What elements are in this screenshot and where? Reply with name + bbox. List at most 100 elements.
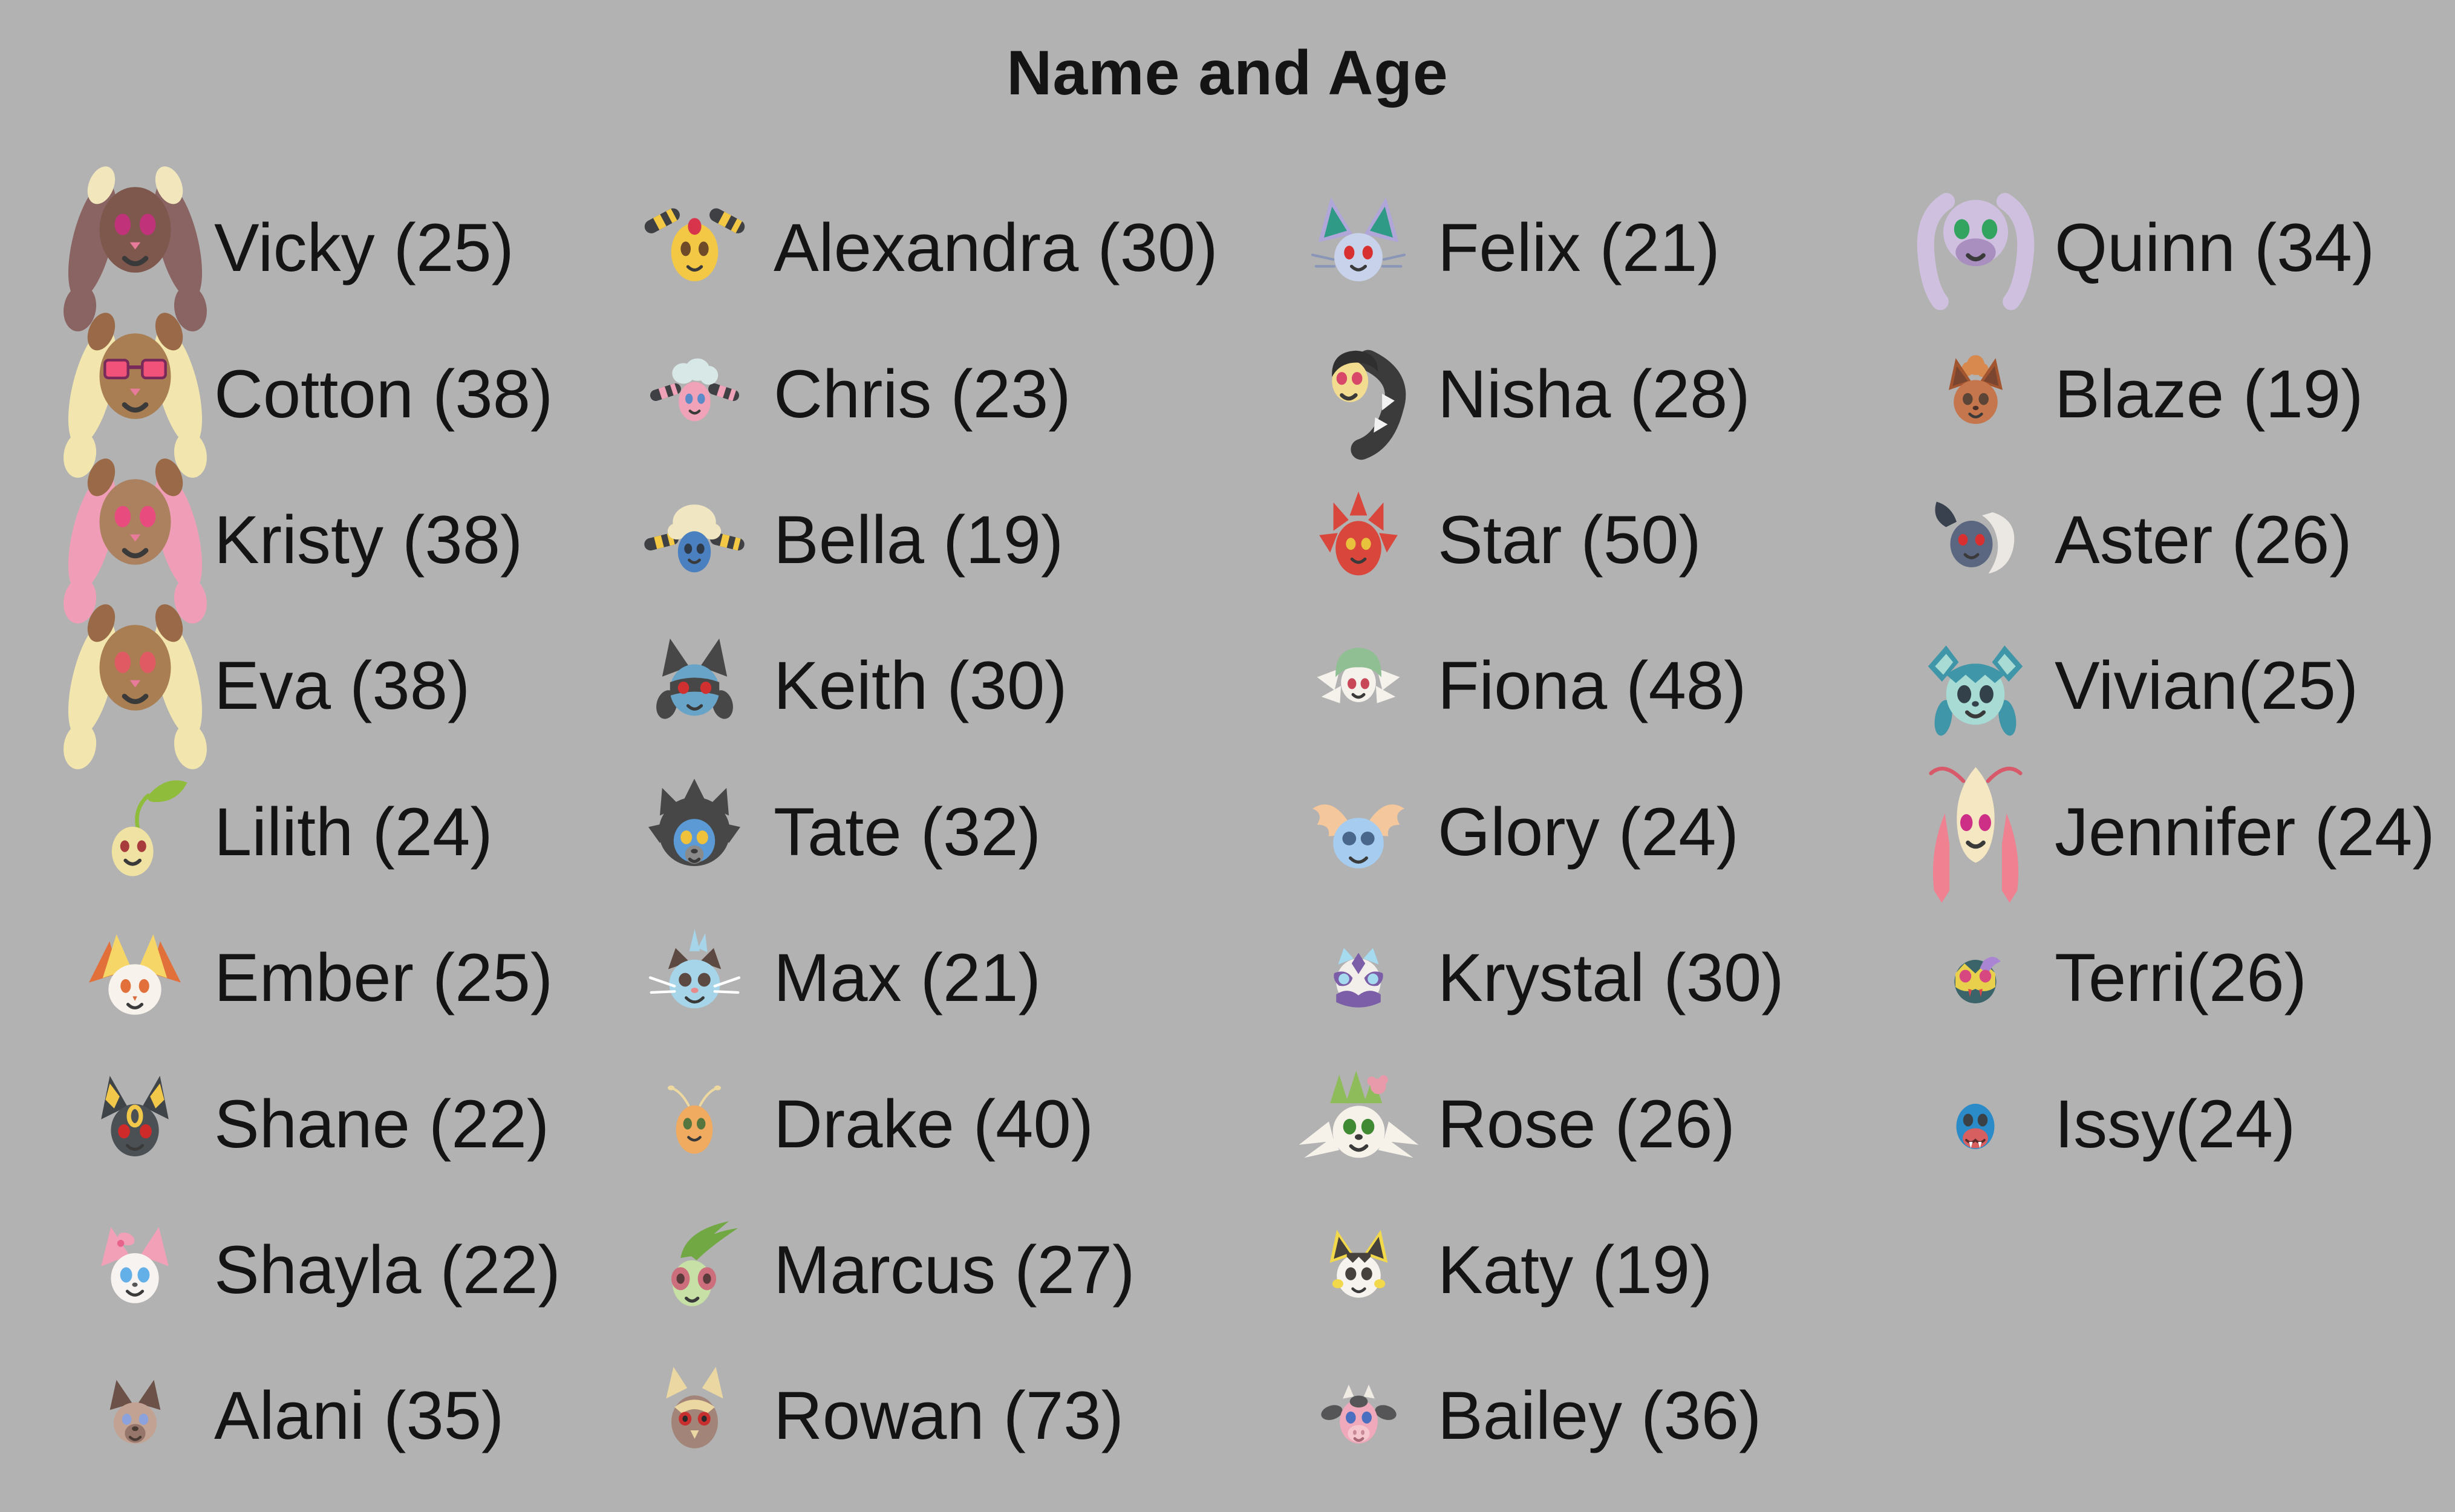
list-item: Max (21)	[631, 905, 1284, 1051]
list-item: Bella (19)	[631, 467, 1284, 613]
sprout-icon	[71, 767, 198, 897]
wingface-icon	[1295, 774, 1422, 889]
person-label: Rose (26)	[1438, 1086, 1735, 1162]
person-label: Eva (38)	[214, 648, 471, 724]
list-item: Rose (26)	[1295, 1051, 1948, 1196]
person-label: Katy (19)	[1438, 1231, 1713, 1308]
fennekin-icon	[71, 921, 198, 1035]
list-item: Alani (35)	[71, 1343, 725, 1488]
person-label: Fiona (48)	[1438, 648, 1747, 724]
person-label: Shane (22)	[214, 1086, 550, 1162]
list-item: Marcus (27)	[631, 1197, 1284, 1343]
bluecat-icon	[631, 925, 758, 1031]
list-item: Rowan (73)	[631, 1343, 1284, 1488]
list-item: Katy (19)	[1295, 1197, 1948, 1343]
lopunny-icon	[63, 596, 207, 775]
vulpix-icon	[1912, 344, 2039, 444]
list-item: Kristy (38)	[63, 458, 725, 624]
luxray-icon	[631, 774, 758, 889]
nidoran-icon	[1295, 191, 1422, 305]
people-column: Alexandra (30) Chris (23) Bella (19) Keith …	[631, 175, 1284, 1489]
noctowl-icon	[631, 1363, 758, 1468]
flygon-icon	[631, 1212, 758, 1327]
list-item: Cotton (38)	[63, 312, 725, 478]
maskface-icon	[1912, 933, 2039, 1023]
list-item: Vivian(25)	[1912, 613, 2455, 758]
list-item: Aster (26)	[1912, 467, 2455, 613]
people-column: Felix (21) Nisha (28) Star (50) Fiona (48) G…	[1295, 175, 1948, 1489]
sylveon-icon	[71, 1215, 198, 1324]
person-label: Chris (23)	[774, 356, 1071, 432]
person-label: Ember (25)	[214, 940, 553, 1016]
person-label: Glory (24)	[1438, 793, 1739, 870]
list-item: Chris (23)	[631, 321, 1284, 466]
people-column: Vicky (25) Cotton (38) Kristy (38) Eva (38)…	[63, 166, 725, 1489]
person-label: Alani (35)	[214, 1378, 504, 1454]
person-label: Star (50)	[1438, 501, 1701, 578]
person-label: Aster (26)	[2055, 501, 2352, 578]
person-label: Jennifer (24)	[2055, 793, 2435, 870]
list-item: Vicky (25)	[63, 166, 725, 332]
person-label: Krystal (30)	[1438, 940, 1784, 1016]
list-item: Shayla (22)	[71, 1197, 725, 1343]
list-item: Tate (32)	[631, 759, 1284, 905]
list-item: Ember (25)	[71, 905, 725, 1051]
goodra-icon	[1912, 171, 2039, 325]
person-label: Vicky (25)	[214, 210, 514, 286]
list-item: Quinn (34)	[1912, 175, 2455, 321]
person-label: Felix (21)	[1438, 210, 1720, 286]
list-item: Blaze (19)	[1912, 321, 2455, 466]
person-label: Keith (30)	[774, 648, 1068, 724]
lopunny-icon	[63, 158, 207, 337]
person-label: Issy(24)	[2055, 1086, 2296, 1162]
list-item: Fiona (48)	[1295, 613, 1948, 758]
list-item: Alexandra (30)	[631, 175, 1284, 321]
seviper-icon	[1295, 324, 1422, 463]
list-item: Lilith (24)	[71, 759, 725, 905]
milotic-icon	[1912, 755, 2039, 909]
list-item: Terri(26)	[1912, 905, 2455, 1051]
flaaffy-icon	[631, 347, 758, 441]
page-title: Name and Age	[1006, 38, 1449, 108]
glaceon-icon	[1912, 616, 2039, 755]
lopunny-icon	[63, 451, 207, 629]
person-label: Tate (32)	[774, 793, 1041, 870]
gardevoir-icon	[1295, 631, 1422, 740]
list-item: Shane (22)	[71, 1051, 725, 1196]
umbreon-icon	[71, 1069, 198, 1178]
shaymin-icon	[1295, 1059, 1422, 1189]
person-label: Kristy (38)	[214, 501, 523, 578]
list-item: Issy(24)	[1912, 1051, 2455, 1196]
list-item: Drake (40)	[631, 1051, 1284, 1196]
people-column: Quinn (34) Blaze (19) Aster (26) Vivian(25)…	[1912, 175, 2455, 1197]
person-label: Rowan (73)	[774, 1378, 1124, 1454]
mareep-icon	[631, 488, 758, 591]
list-item: Krystal (30)	[1295, 905, 1948, 1051]
list-item: Keith (30)	[631, 613, 1284, 758]
person-label: Drake (40)	[774, 1086, 1094, 1162]
emolga-icon	[1295, 1220, 1422, 1320]
froslass-icon	[1295, 930, 1422, 1026]
list-item: Nisha (28)	[1295, 321, 1948, 466]
person-label: Marcus (27)	[774, 1231, 1135, 1308]
list-item: Bailey (36)	[1295, 1343, 1948, 1488]
drake-icon	[631, 1075, 758, 1172]
list-item: Glory (24)	[1295, 759, 1948, 905]
person-label: Bella (19)	[774, 501, 1064, 578]
person-label: Quinn (34)	[2055, 210, 2375, 286]
ampharos-icon	[631, 192, 758, 304]
person-label: Shayla (22)	[214, 1231, 561, 1308]
person-label: Bailey (36)	[1438, 1378, 1762, 1454]
list-item: Jennifer (24)	[1912, 759, 2455, 905]
person-label: Nisha (28)	[1438, 356, 1750, 432]
absol-icon	[1912, 487, 2039, 593]
list-item: Felix (21)	[1295, 175, 1948, 321]
flame-icon	[1295, 485, 1422, 594]
person-label: Cotton (38)	[214, 356, 553, 432]
rockruff-icon	[71, 1369, 198, 1462]
person-label: Alexandra (30)	[774, 210, 1218, 286]
person-label: Lilith (24)	[214, 793, 493, 870]
riolu-icon	[631, 630, 758, 741]
person-label: Blaze (19)	[2055, 356, 2364, 432]
